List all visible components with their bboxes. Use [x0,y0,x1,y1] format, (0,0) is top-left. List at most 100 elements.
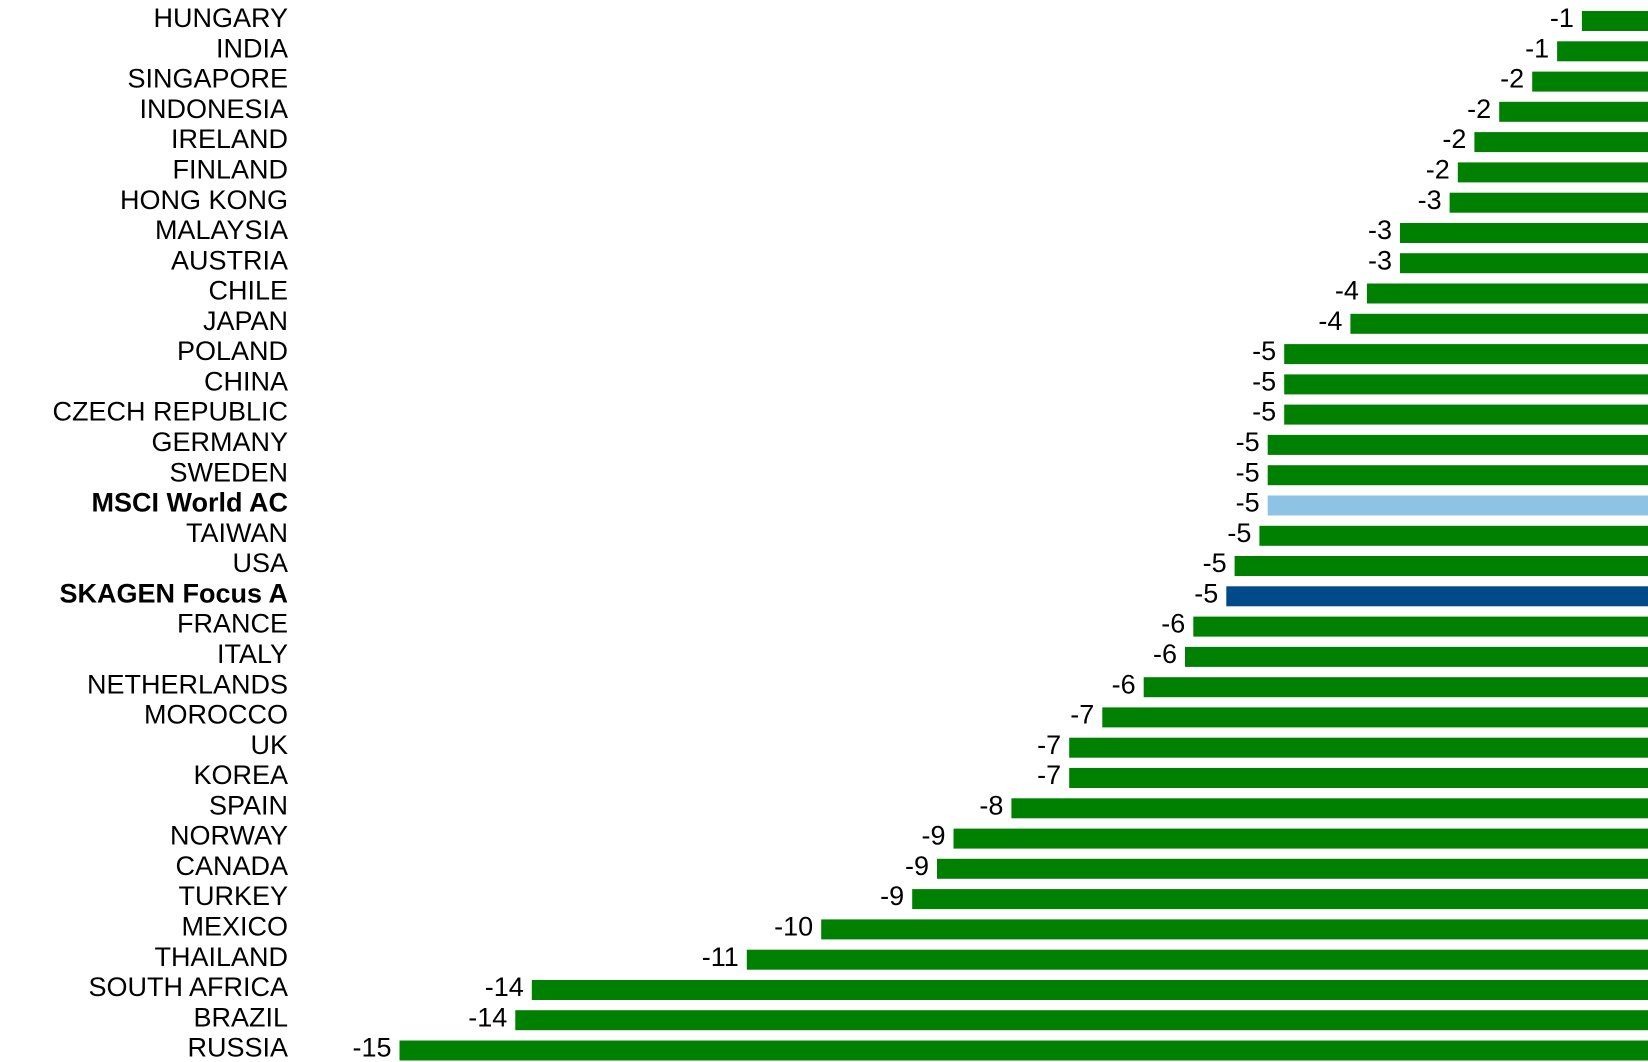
bar-taiwan [1259,525,1648,546]
bar-norway [953,828,1648,849]
category-label-germany: GERMANY [151,427,288,457]
category-label-chile: CHILE [208,276,288,306]
value-label-japan: -4 [1318,306,1342,336]
bar-japan [1350,313,1648,334]
value-label-ireland: -2 [1442,124,1466,154]
bar-india [1557,41,1648,62]
category-label-malaysia: MALAYSIA [155,215,288,245]
value-label-brazil: -14 [468,1002,507,1032]
value-label-netherlands: -6 [1112,669,1136,699]
value-label-indonesia: -2 [1467,94,1491,124]
value-label-morocco: -7 [1070,700,1094,730]
value-label-south-africa: -14 [485,972,524,1002]
category-label-uk: UK [250,730,288,760]
category-label-morocco: MOROCCO [144,700,288,730]
bar-thailand [746,949,1648,970]
value-label-poland: -5 [1252,336,1276,366]
bar-italy [1185,646,1648,667]
value-label-italy: -6 [1153,639,1177,669]
category-label-czech-republic: CZECH REPUBLIC [52,397,288,427]
bar-czech-republic [1284,404,1648,425]
category-label-south-africa: SOUTH AFRICA [88,972,288,1002]
category-label-india: INDIA [216,33,288,63]
category-label-sweden: SWEDEN [169,457,288,487]
value-label-india: -1 [1525,33,1549,63]
category-label-thailand: THAILAND [154,942,288,972]
category-label-japan: JAPAN [203,306,288,336]
category-label-italy: ITALY [217,639,288,669]
bar-skagen-focus-a [1226,586,1648,607]
value-label-uk: -7 [1037,730,1061,760]
value-label-sweden: -5 [1236,457,1260,487]
bar-morocco [1102,707,1648,728]
category-label-poland: POLAND [177,336,288,366]
category-label-norway: NORWAY [170,821,288,851]
bar-south-africa [531,980,1648,1000]
value-label-spain: -8 [979,790,1003,820]
bar-germany [1267,434,1648,455]
value-label-canada: -9 [905,851,929,881]
bar-usa [1234,556,1648,576]
bar-singapore [1532,71,1648,92]
bar-brazil [515,1010,1648,1031]
bar-uk [1069,737,1648,758]
bar-mexico [821,919,1648,940]
value-label-germany: -5 [1236,427,1260,457]
category-label-msci-world-ac: MSCI World AC [92,488,289,518]
category-label-singapore: SINGAPORE [127,64,288,94]
value-label-skagen-focus-a: -5 [1194,578,1218,608]
value-label-hungary: -1 [1550,3,1574,33]
value-label-taiwan: -5 [1227,518,1251,548]
category-label-korea: KOREA [193,760,288,790]
value-label-norway: -9 [921,821,945,851]
value-label-turkey: -9 [880,881,904,911]
value-labels: -1-1-2-2-2-2-3-3-3-4-4-5-5-5-5-5-5-5-5-5… [352,3,1573,1062]
bar-msci-world-ac [1267,495,1648,516]
bar-austria [1400,253,1648,274]
bar-korea [1069,768,1648,788]
bar-hong-kong [1449,192,1648,213]
bar-russia [399,1040,1648,1061]
value-label-korea: -7 [1037,760,1061,790]
bar-france [1193,616,1648,637]
category-label-russia: RUSSIA [187,1033,288,1062]
value-label-hong-kong: -3 [1418,185,1442,215]
category-label-usa: USA [232,548,288,578]
bar-canada [937,858,1648,879]
category-labels: HUNGARYINDIASINGAPOREINDONESIAIRELANDFIN… [52,3,288,1062]
category-label-hungary: HUNGARY [153,3,288,33]
value-label-msci-world-ac: -5 [1236,488,1260,518]
value-label-mexico: -10 [774,912,813,942]
category-label-france: FRANCE [177,609,288,639]
value-label-malaysia: -3 [1368,215,1392,245]
category-label-mexico: MEXICO [181,912,288,942]
bars [399,11,1648,1061]
bar-sweden [1267,465,1648,486]
bar-chile [1366,283,1648,304]
category-label-hong-kong: HONG KONG [120,185,288,215]
value-label-chile: -4 [1335,276,1359,306]
category-label-turkey: TURKEY [178,881,288,911]
category-label-canada: CANADA [175,851,288,881]
category-label-ireland: IRELAND [171,124,288,154]
bar-malaysia [1400,223,1648,243]
value-label-czech-republic: -5 [1252,397,1276,427]
category-label-austria: AUSTRIA [171,245,288,275]
category-label-skagen-focus-a: SKAGEN Focus A [59,578,288,608]
category-label-finland: FINLAND [172,155,288,185]
category-label-netherlands: NETHERLANDS [87,669,288,699]
value-label-usa: -5 [1203,548,1227,578]
value-label-thailand: -11 [702,942,739,972]
value-label-singapore: -2 [1500,64,1524,94]
category-label-indonesia: INDONESIA [139,94,288,124]
value-label-austria: -3 [1368,245,1392,275]
value-label-china: -5 [1252,367,1276,397]
bar-ireland [1474,132,1648,153]
category-label-brazil: BRAZIL [193,1002,288,1032]
bar-finland [1457,162,1648,183]
bar-indonesia [1499,101,1648,122]
bar-poland [1284,344,1648,365]
bar-hungary [1581,11,1648,31]
bar-spain [1011,798,1648,819]
